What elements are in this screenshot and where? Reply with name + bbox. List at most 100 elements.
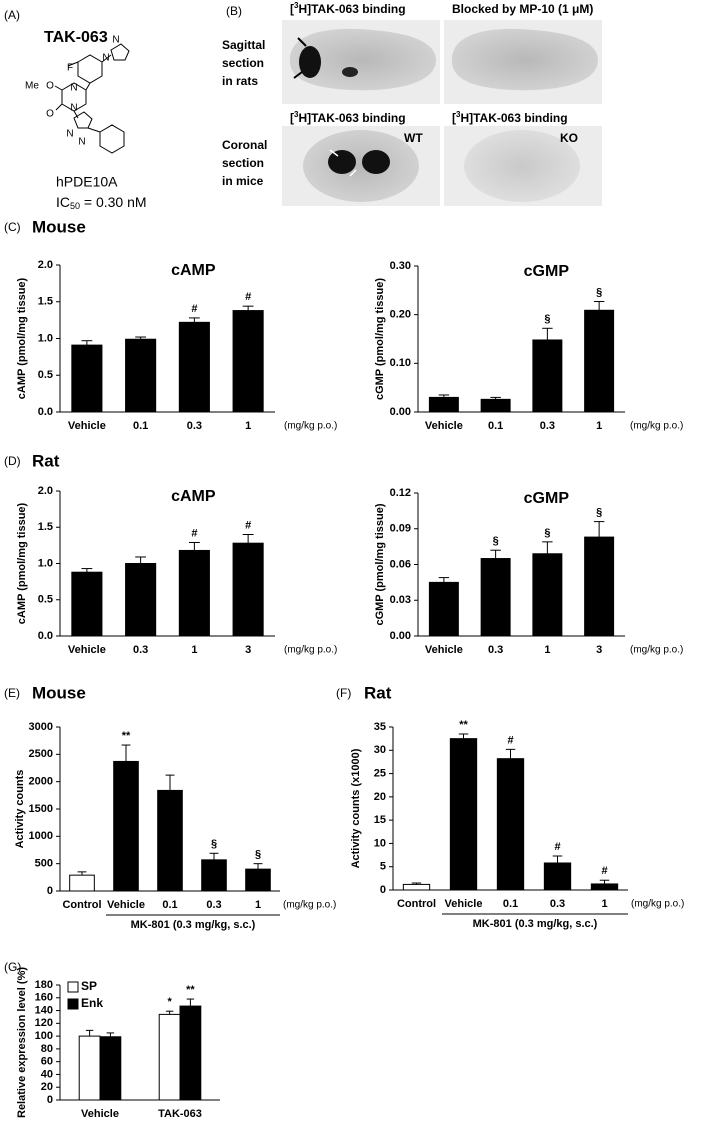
bar xyxy=(157,789,183,892)
x-tick-label: Vehicle xyxy=(425,420,463,432)
annotation: # xyxy=(601,865,607,877)
error-bar xyxy=(209,852,219,860)
error-bar xyxy=(106,1032,115,1037)
panel-label: (A) xyxy=(4,8,20,22)
error-bar xyxy=(490,549,501,559)
group-label: MK-801 (0.3 mg/kg, s.c.) xyxy=(131,919,256,931)
y-tick-label: 1.5 xyxy=(38,296,53,308)
bar xyxy=(584,536,615,637)
image-label: WT xyxy=(404,131,423,145)
bar xyxy=(480,558,511,637)
x-tick-label: Vehicle xyxy=(445,898,483,910)
header-superscript: 3 xyxy=(294,110,299,119)
atom-label: N xyxy=(70,103,77,114)
brain-images xyxy=(282,20,602,206)
atom-label: N xyxy=(102,53,109,64)
x-note: (mg/kg p.o.) xyxy=(631,899,684,910)
annotation: ** xyxy=(122,730,131,742)
bar xyxy=(125,563,157,637)
header-part: H]TAK-063 binding xyxy=(460,111,567,125)
chart: 0 500 1000 1500 2000 2500 3000 Control Vehicle **… xyxy=(14,721,336,931)
x-tick-label: Vehicle xyxy=(68,420,106,432)
y-axis-label: cGMP (pmol/mg tissue) xyxy=(374,278,386,400)
x-note: (mg/kg p.o.) xyxy=(284,421,337,432)
y-tick-label: 0.5 xyxy=(38,594,53,606)
y-tick-label: 1500 xyxy=(29,803,53,815)
structure xyxy=(54,43,130,154)
bar xyxy=(69,874,95,892)
y-tick-label: 30 xyxy=(374,744,386,756)
header-part: H]TAK-063 binding xyxy=(298,111,405,125)
error-bar xyxy=(77,871,87,876)
section-title: Mouse xyxy=(32,217,86,236)
bar xyxy=(543,862,572,891)
bar xyxy=(158,1013,181,1101)
x-tick-label: 0.3 xyxy=(488,644,503,656)
x-tick-label: 0.1 xyxy=(133,420,148,432)
y-tick-label: 0.00 xyxy=(390,630,411,642)
section-title: Rat xyxy=(32,451,60,470)
error-bar xyxy=(458,733,469,739)
row-label: section xyxy=(222,156,264,170)
chart-title: cGMP xyxy=(524,490,570,507)
y-tick-label: 0.06 xyxy=(390,558,411,570)
atom-label: N xyxy=(112,35,119,46)
error-bar xyxy=(599,879,610,884)
error-bar xyxy=(411,882,422,885)
error-bar xyxy=(242,305,254,311)
x-note: (mg/kg p.o.) xyxy=(284,645,337,656)
x-tick-label: 1 xyxy=(191,644,197,656)
atom-label: Me xyxy=(25,81,39,92)
image-label: KO xyxy=(560,131,578,145)
error-bar xyxy=(186,998,195,1007)
bar xyxy=(178,321,210,413)
y-axis-label: Activity counts (x1000) xyxy=(350,748,362,868)
y-tick-label: 0.0 xyxy=(38,406,53,418)
x-tick-label: 0.1 xyxy=(488,420,503,432)
x-tick-label: 0.3 xyxy=(187,420,202,432)
y-axis-label: cAMP (pmol/mg tissue) xyxy=(16,502,28,624)
annotation: § xyxy=(544,527,550,539)
error-bar xyxy=(593,301,605,311)
chart-title: cGMP xyxy=(524,263,570,280)
y-tick-label: 60 xyxy=(41,1056,53,1068)
annotation: # xyxy=(191,527,197,539)
annotation: # xyxy=(507,734,513,746)
column-header: Blocked by MP-10 (1 μM) xyxy=(452,2,593,16)
y-tick-label: 500 xyxy=(35,858,53,870)
x-tick-label: 0.1 xyxy=(503,898,518,910)
panel-label: (F) xyxy=(336,686,351,700)
y-tick-label: 1.0 xyxy=(38,557,53,569)
chart: 0 5 10 15 20 25 30 35 Control Vehicle ** 0.1 #0.3 #1 #… xyxy=(350,719,684,930)
annotation: § xyxy=(596,286,602,298)
row-label: Sagittal xyxy=(222,38,265,52)
bar xyxy=(532,339,563,413)
y-tick-label: 0.12 xyxy=(390,487,411,499)
atom-label: N xyxy=(70,83,77,94)
y-tick-label: 0 xyxy=(47,885,53,897)
atom-label: O xyxy=(46,109,54,120)
header-part: [ xyxy=(290,111,294,125)
bar xyxy=(590,883,619,891)
bar xyxy=(232,542,264,637)
y-tick-label: 20 xyxy=(374,791,386,803)
x-note: (mg/kg p.o.) xyxy=(283,900,336,911)
ic50-prefix: IC xyxy=(56,194,70,210)
y-axis-label: cAMP (pmol/mg tissue) xyxy=(16,277,28,399)
bar xyxy=(496,758,525,891)
row-label: section xyxy=(222,56,264,70)
error-bar xyxy=(121,744,131,762)
legend-label: Enk xyxy=(81,996,103,1010)
chart: 0.0 0.5 1.0 1.5 2.0 Vehicle 0.3 1 #3 # cAMP cAMP (p… xyxy=(16,485,337,656)
y-tick-label: 1.0 xyxy=(38,332,53,344)
y-tick-label: 2000 xyxy=(29,776,53,788)
x-tick-label: 0.3 xyxy=(540,420,555,432)
error-bar xyxy=(490,396,501,400)
compound-name: TAK-063 xyxy=(44,29,108,46)
header-part: H]TAK-063 binding xyxy=(298,2,405,16)
error-bar xyxy=(188,317,200,323)
y-tick-label: 2.0 xyxy=(38,485,53,497)
